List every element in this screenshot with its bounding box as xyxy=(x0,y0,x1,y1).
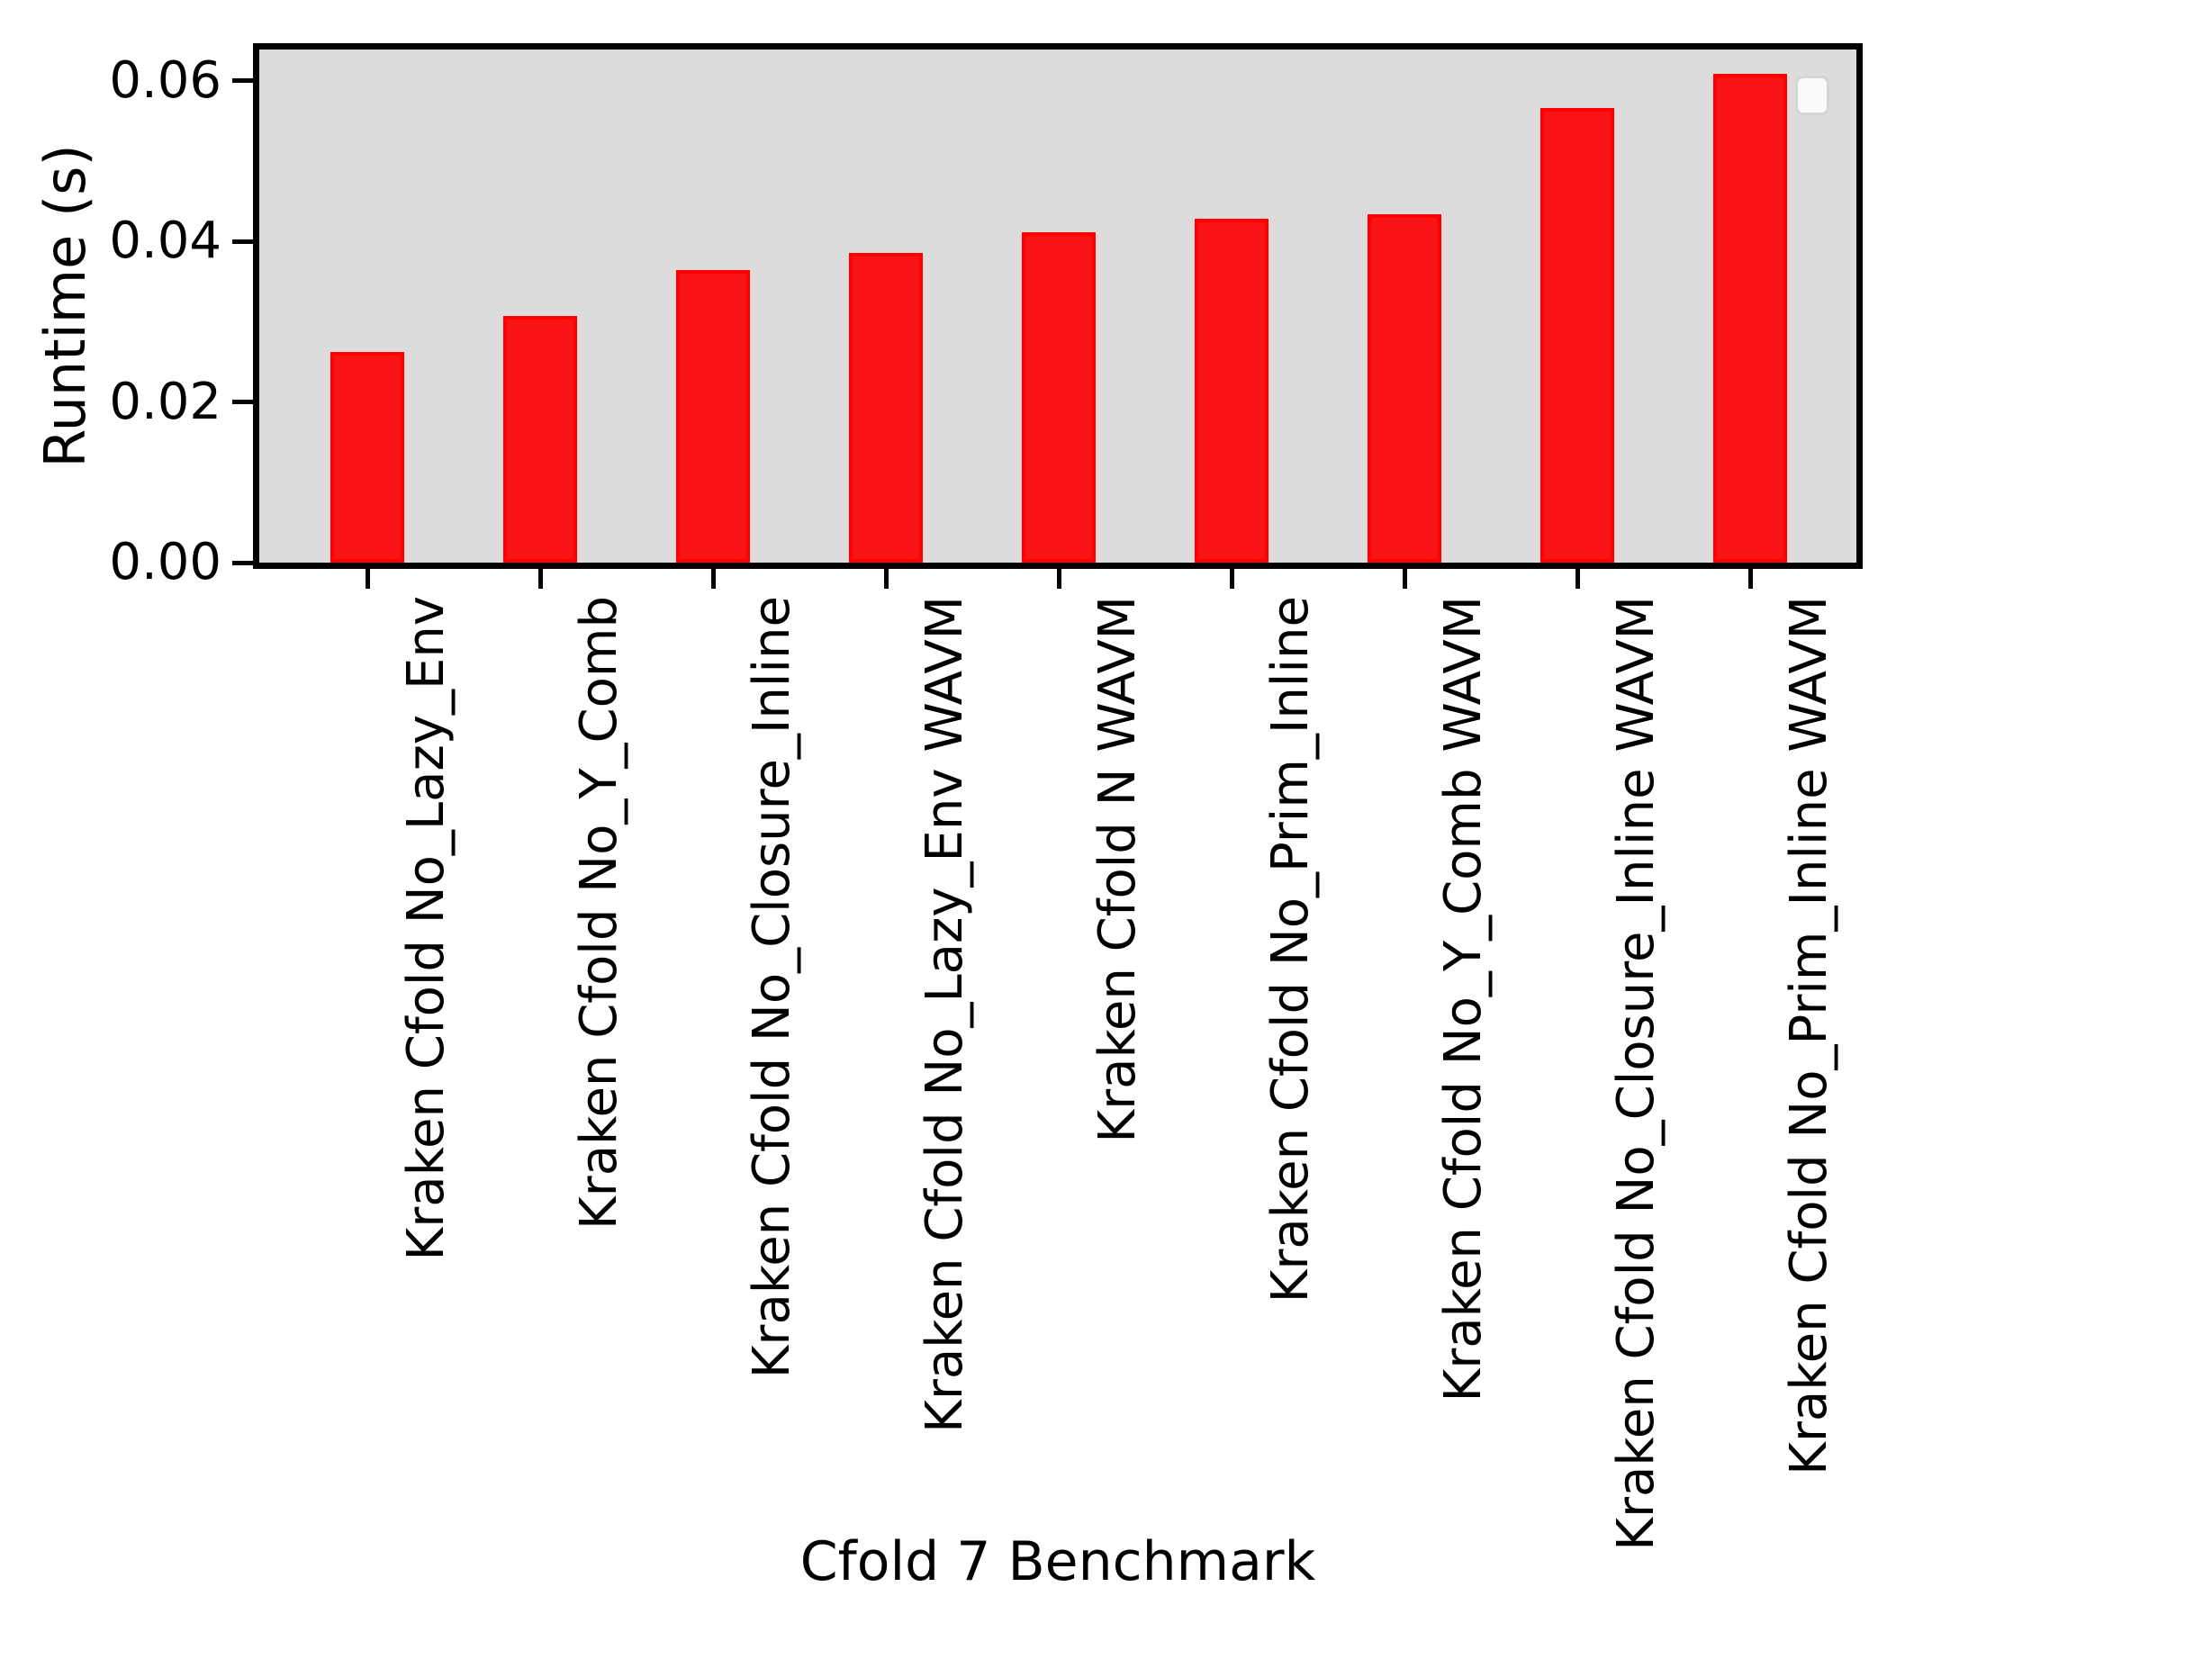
x-tick-mark xyxy=(710,569,716,589)
y-axis-label-text: Runtime (s) xyxy=(32,144,98,468)
bar xyxy=(1713,74,1787,563)
legend-empty-box xyxy=(1795,76,1829,115)
x-tick-label-text: Kraken Cfold N WAVM xyxy=(1088,596,1147,1143)
x-tick-mark xyxy=(1229,569,1234,589)
bar xyxy=(676,270,750,563)
y-tick-mark xyxy=(232,560,253,565)
x-tick-label-text: Kraken Cfold No_Lazy_Env WAVM xyxy=(916,596,974,1433)
x-tick-mark xyxy=(1056,569,1061,589)
y-tick-mark xyxy=(232,78,253,84)
bar xyxy=(503,316,577,563)
x-tick-label-text: Kraken Cfold No_Prim_Inline xyxy=(1261,596,1320,1303)
x-tick-label-text: Kraken Cfold No_Closure_Inline xyxy=(743,596,801,1379)
bar xyxy=(330,352,404,563)
x-tick-mark xyxy=(1402,569,1407,589)
y-tick-mark xyxy=(232,400,253,405)
x-tick-mark xyxy=(537,569,543,589)
x-tick-mark xyxy=(365,569,370,589)
y-tick-mark xyxy=(232,239,253,244)
y-tick-label: 0.02 xyxy=(109,372,221,431)
x-tick-mark xyxy=(1747,569,1753,589)
bar xyxy=(1022,232,1096,563)
y-tick-label: 0.06 xyxy=(109,50,221,110)
x-tick-label-text: Kraken Cfold No_Prim_Inline WAVM xyxy=(1780,596,1838,1475)
x-tick-label-text: Kraken Cfold No_Lazy_Env xyxy=(397,596,456,1261)
bar xyxy=(1195,219,1269,563)
bar xyxy=(1540,108,1614,563)
x-tick-label-text: Kraken Cfold No_Y_Comb xyxy=(570,596,628,1231)
x-tick-label-text: Kraken Cfold No_Closure_Inline WAVM xyxy=(1607,596,1666,1551)
x-tick-label-text: Kraken Cfold No_Y_Comb WAVM xyxy=(1434,596,1493,1402)
x-axis-title: Cfold 7 Benchmark xyxy=(799,1530,1316,1593)
bar xyxy=(1368,214,1441,563)
y-tick-label: 0.04 xyxy=(109,212,221,271)
y-tick-label: 0.00 xyxy=(109,533,221,591)
x-tick-mark xyxy=(1575,569,1580,589)
bar xyxy=(849,253,923,563)
x-tick-mark xyxy=(883,569,889,589)
